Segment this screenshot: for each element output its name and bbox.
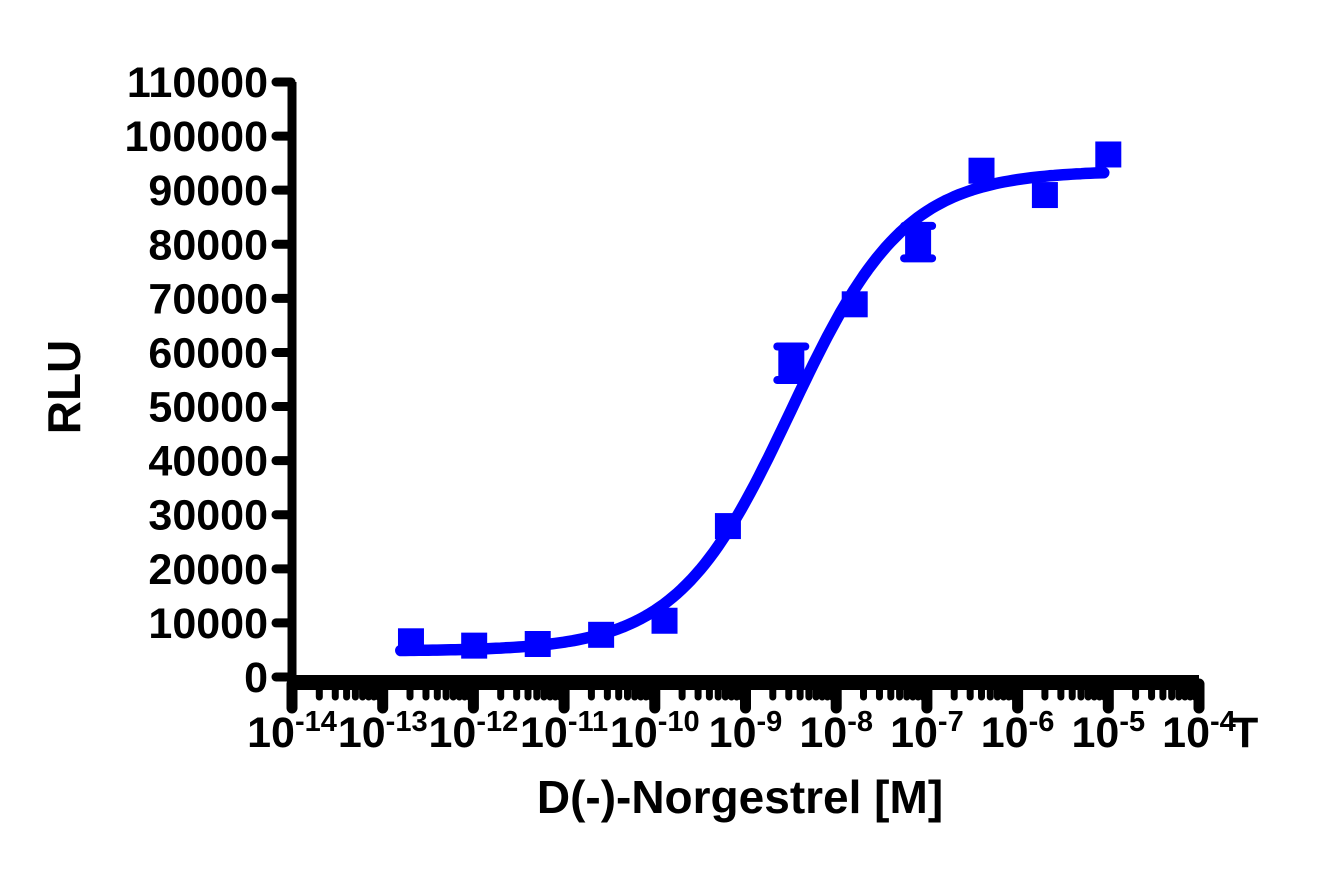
fit-curve [395, 166, 1110, 657]
x-axis: 10-14 10-13 10-12 10-11 10-10 10-9 10-8 10-7 10-… [247, 675, 1258, 757]
x-tick-label: 10-5 [1071, 706, 1145, 757]
x-tick-label: 10-13 [338, 706, 428, 757]
y-tick-label: 30000 [148, 492, 268, 540]
x-tick-label: 10-8 [799, 706, 873, 757]
y-tick-label: 0 [244, 654, 268, 702]
x-tick-label: 10-9 [709, 706, 783, 757]
data-point-marker [905, 229, 932, 256]
x-tick-label: 10-11 [520, 706, 608, 757]
data-point-marker [968, 157, 995, 184]
data-point-marker [714, 513, 741, 540]
axis-end-annotation: T [1232, 709, 1258, 757]
x-tick-label: 10-12 [429, 706, 519, 757]
y-axis: 0 10000 20000 30000 40000 50000 60000 70000 8000… [125, 59, 297, 702]
x-tick-label: 10-6 [981, 706, 1055, 757]
y-tick-label: 100000 [125, 113, 269, 161]
y-axis-title: RLU [38, 340, 90, 435]
y-tick-label: 10000 [148, 600, 268, 648]
data-point-marker [651, 607, 678, 634]
x-axis-title: D(-)-Norgestrel [M] [537, 771, 943, 823]
x-tick-label: 10-4 [1162, 706, 1236, 757]
data-point-marker [1031, 182, 1058, 209]
x-tick-label: 10-7 [890, 706, 964, 757]
y-tick-label: 40000 [148, 438, 268, 486]
x-tick-label: 10-14 [247, 706, 337, 757]
data-point-marker [778, 350, 805, 377]
y-tick-label: 110000 [127, 59, 268, 107]
data-point-marker [524, 631, 551, 658]
y-tick-label: 20000 [148, 546, 268, 594]
y-tick-label: 90000 [148, 167, 268, 215]
x-tick-label: 10-10 [610, 706, 700, 757]
data-point-marker [461, 632, 488, 659]
data-point-marker [1095, 141, 1122, 168]
plot-area [395, 141, 1122, 659]
y-tick-label: 80000 [148, 221, 268, 269]
data-point-marker [588, 621, 615, 648]
y-tick-label: 60000 [148, 329, 268, 377]
y-tick-label: 50000 [148, 384, 268, 432]
y-tick-label: 70000 [148, 275, 268, 323]
data-point-marker [397, 628, 424, 655]
data-point-marker [841, 291, 868, 318]
